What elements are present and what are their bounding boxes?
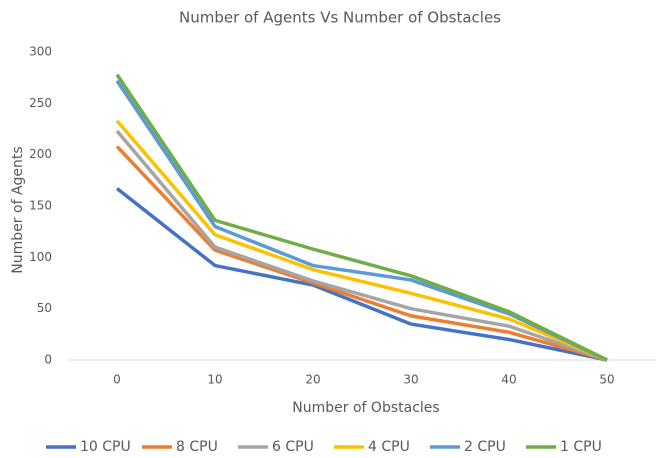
legend-label: 4 CPU [368,439,410,455]
x-tick-label: 0 [113,373,121,387]
x-tick-label: 40 [501,373,516,387]
x-tick-label: 30 [403,373,418,387]
x-tick-label: 20 [305,373,320,387]
y-tick-label: 100 [29,250,52,264]
x-axis-title: Number of Obstacles [292,400,439,416]
chart-title: Number of Agents Vs Number of Obstacles [179,9,501,27]
series-line [115,119,608,362]
y-tick-label: 150 [29,199,52,213]
legend-label: 2 CPU [464,439,506,455]
y-tick-label: 0 [44,353,52,367]
legend-label: 10 CPU [80,439,131,455]
y-tick-label: 300 [29,45,52,59]
y-tick-label: 250 [29,96,52,110]
series-line [115,145,608,362]
series-line [115,187,608,362]
series-line [115,73,608,362]
y-axis-title: Number of Agents [10,146,26,273]
legend-label: 1 CPU [560,439,602,455]
y-tick-label: 50 [37,301,52,315]
y-tick-label: 200 [29,147,52,161]
legend-label: 8 CPU [176,439,218,455]
x-tick-label: 50 [599,373,614,387]
legend-label: 6 CPU [272,439,314,455]
x-tick-label: 10 [207,373,222,387]
series-line [115,129,608,362]
